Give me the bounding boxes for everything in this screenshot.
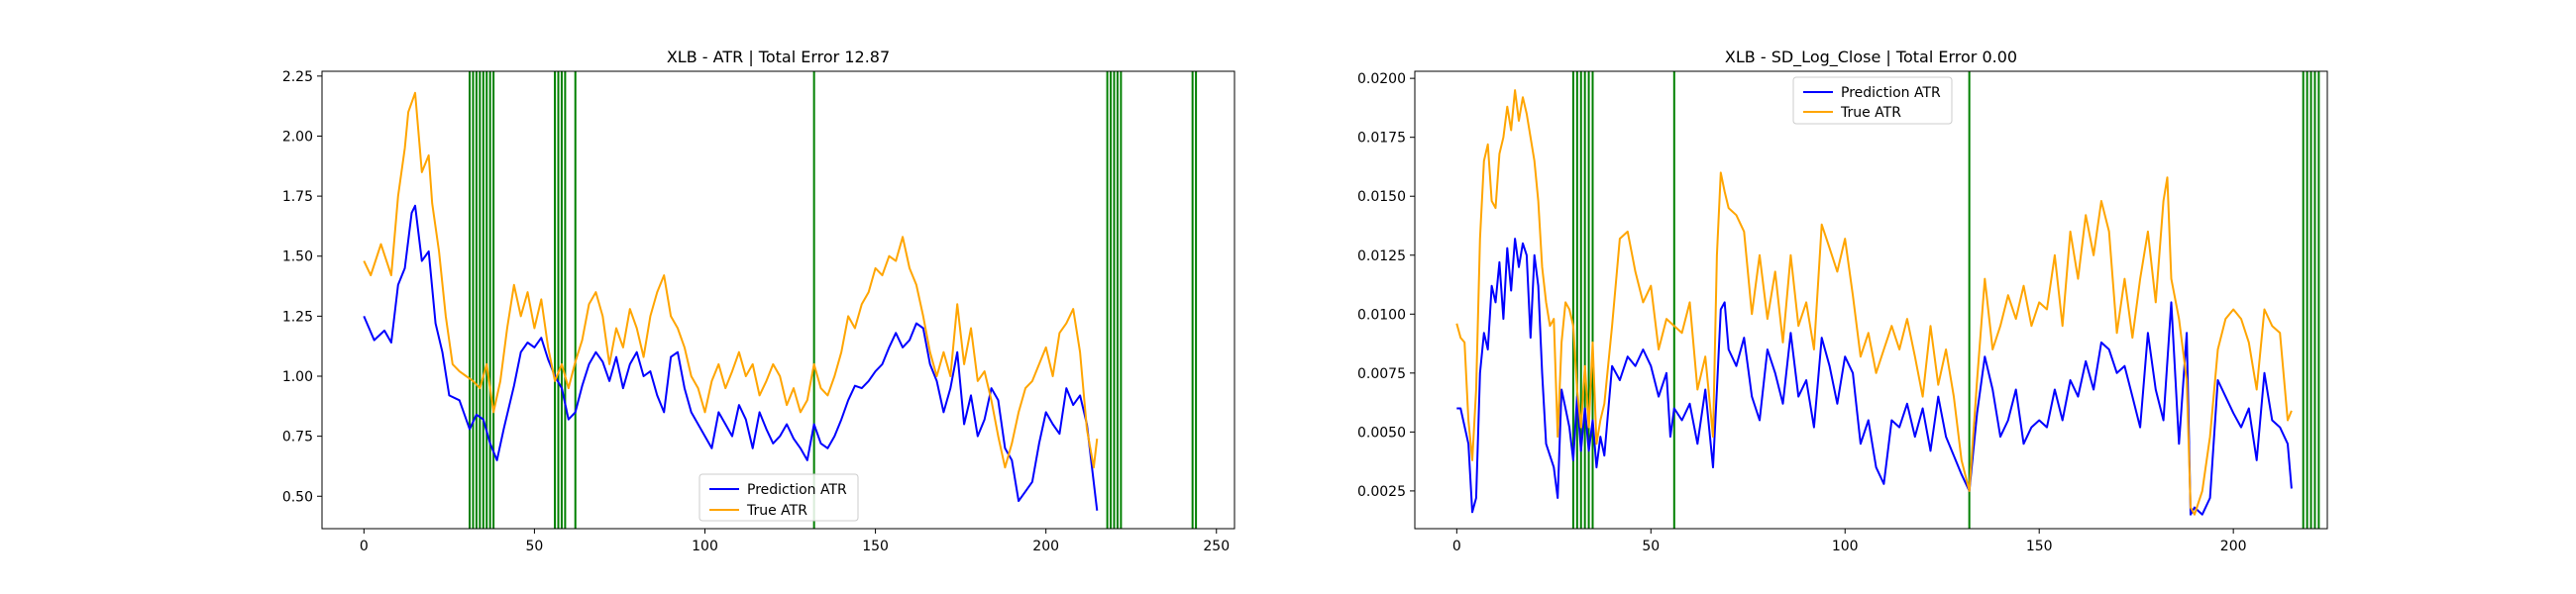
- y-tick-label: 0.0100: [1357, 307, 1406, 323]
- y-tick-label: 1.50: [282, 249, 313, 265]
- y-tick-label: 2.00: [282, 129, 313, 145]
- x-tick-label: 250: [1203, 539, 1230, 554]
- series-lines: [1455, 89, 2293, 516]
- true-atr-line: [363, 91, 1099, 469]
- x-tick-label: 200: [2220, 539, 2247, 554]
- legend-label-true: True ATR: [746, 503, 807, 519]
- y-tick-label: 1.00: [282, 369, 313, 385]
- y-tick-label: 0.0050: [1357, 425, 1406, 441]
- y-axis-ticks: 0.0025 0.0050 0.0075 0.0100 0.0125 0.0150 0.01…: [1357, 71, 1415, 500]
- y-tick-label: 2.25: [282, 69, 313, 85]
- y-tick-label: 0.0175: [1357, 131, 1406, 147]
- x-tick-label: 200: [1032, 539, 1059, 554]
- x-tick-label: 100: [692, 539, 718, 554]
- prediction-atr-line: [363, 204, 1099, 511]
- legend: Prediction ATR True ATR: [698, 473, 859, 522]
- y-tick-label: 0.75: [282, 430, 313, 446]
- atr-chart: XLB - ATR | Total Error 12.87 0 50 100 150 2…: [282, 48, 1235, 554]
- x-tick-label: 0: [360, 539, 369, 554]
- y-tick-label: 0.0125: [1357, 248, 1406, 264]
- true-atr-line: [1455, 89, 2293, 516]
- plot-frame: [1414, 70, 2328, 530]
- legend-label-prediction: Prediction ATR: [747, 482, 847, 498]
- sd-log-close-chart: XLB - SD_Log_Close | Total Error 0.00 0 5…: [1357, 48, 2328, 554]
- x-axis-ticks: 0 50 100 150 200: [1452, 529, 2247, 554]
- x-tick-label: 50: [526, 539, 544, 554]
- y-tick-label: 1.25: [282, 309, 313, 325]
- y-tick-label: 0.0025: [1357, 484, 1406, 500]
- series-lines: [363, 91, 1099, 511]
- x-tick-label: 50: [1642, 539, 1660, 554]
- x-tick-label: 0: [1452, 539, 1461, 554]
- legend-label-prediction: Prediction ATR: [1841, 85, 1941, 101]
- y-tick-label: 0.0150: [1357, 189, 1406, 205]
- signal-markers: [1571, 71, 2320, 529]
- y-tick-label: 1.75: [282, 189, 313, 205]
- x-axis-ticks: 0 50 100 150 200 250: [360, 529, 1230, 554]
- y-tick-label: 0.50: [282, 489, 313, 505]
- legend-label-true: True ATR: [1840, 105, 1901, 121]
- y-axis-ticks: 0.50 0.75 1.00 1.25 1.50 1.75 2.00 2.25: [282, 69, 322, 505]
- chart-title: XLB - SD_Log_Close | Total Error 0.00: [1725, 48, 2017, 67]
- x-tick-label: 150: [862, 539, 889, 554]
- x-tick-label: 150: [2026, 539, 2053, 554]
- legend: Prediction ATR True ATR: [1792, 76, 1953, 125]
- y-tick-label: 0.0200: [1357, 71, 1406, 87]
- plot-frame: [321, 70, 1235, 530]
- x-tick-label: 100: [1832, 539, 1859, 554]
- y-tick-label: 0.0075: [1357, 366, 1406, 382]
- prediction-atr-line: [1456, 238, 2293, 516]
- chart-title: XLB - ATR | Total Error 12.87: [667, 48, 890, 66]
